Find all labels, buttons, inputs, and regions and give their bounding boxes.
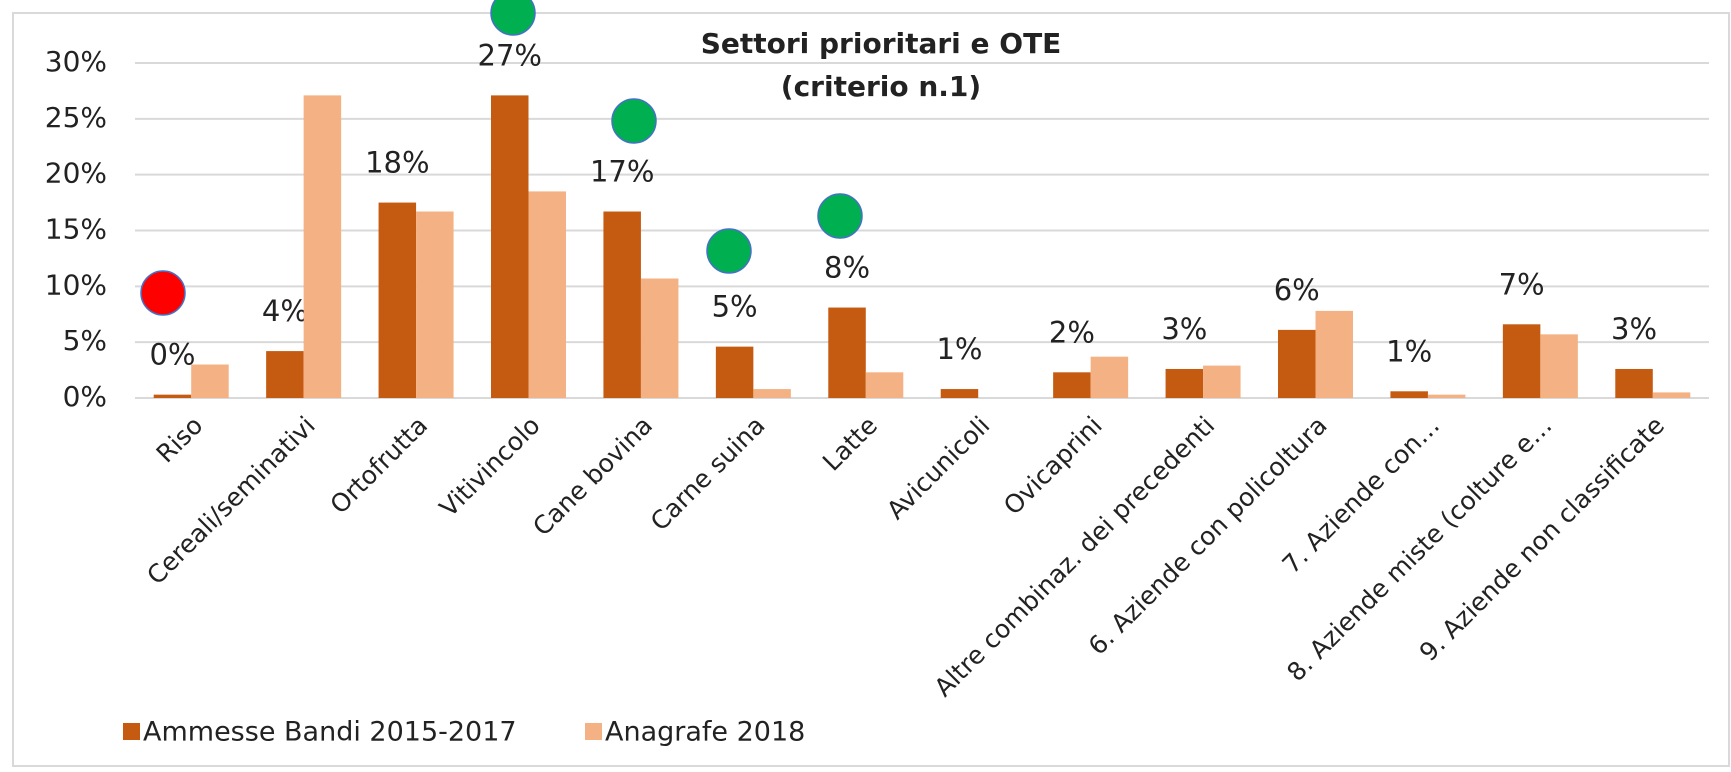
y-tick-label: 15% <box>45 213 107 246</box>
bar <box>303 95 342 398</box>
y-tick-label: 25% <box>45 101 107 134</box>
data-label: 1% <box>936 332 982 366</box>
bar <box>491 95 529 398</box>
x-tick-label: Riso <box>151 411 209 469</box>
bar <box>940 389 979 398</box>
bar <box>865 372 904 398</box>
bar <box>1090 356 1129 398</box>
data-label: 5% <box>712 290 758 324</box>
data-label: 27% <box>478 38 542 72</box>
red-dot <box>140 270 186 316</box>
bar <box>640 278 679 398</box>
x-tick-label: Vitivincolo <box>434 411 546 523</box>
bar <box>1165 368 1204 398</box>
annotation-dots <box>140 0 863 316</box>
bar <box>528 191 566 398</box>
bar <box>266 351 304 398</box>
bar <box>1278 329 1316 398</box>
x-tick-label: 9. Aziende non classificate <box>1414 411 1670 667</box>
y-tick-label: 10% <box>45 268 107 301</box>
bar <box>828 307 866 398</box>
data-label: 17% <box>590 155 654 189</box>
y-tick-label: 20% <box>45 157 107 190</box>
chart-subtitle: (criterio n.1) <box>781 70 981 103</box>
x-tick-label: Carne suina <box>645 411 771 537</box>
green-dot <box>490 0 536 36</box>
x-tick-label: Cane bovina <box>527 411 658 542</box>
bar <box>1427 394 1466 398</box>
y-tick-label: 30% <box>45 45 107 78</box>
y-tick-label: 0% <box>63 380 107 413</box>
bar <box>153 394 192 398</box>
bar <box>1615 368 1653 398</box>
bar <box>603 211 641 398</box>
green-dot <box>817 193 863 239</box>
legend-swatch <box>585 723 602 740</box>
legend-swatch <box>123 723 140 740</box>
chart-title: Settori prioritari e OTE <box>701 27 1062 60</box>
data-label: 8% <box>824 251 870 285</box>
bar <box>715 346 754 398</box>
data-label: 1% <box>1386 334 1432 368</box>
data-label: 0% <box>149 338 195 372</box>
data-label: 3% <box>1161 312 1207 346</box>
x-tick-label: 6. Aziende con policoltura <box>1083 411 1333 661</box>
green-dot <box>611 98 657 144</box>
data-label: 2% <box>1049 315 1095 349</box>
bar <box>1315 310 1353 398</box>
legend-label: Anagrafe 2018 <box>605 717 805 748</box>
data-label: 6% <box>1274 273 1320 307</box>
bar <box>378 202 417 398</box>
bar <box>753 389 791 398</box>
data-label: 3% <box>1611 312 1657 346</box>
data-label: 4% <box>262 294 308 328</box>
chart-frame <box>12 12 1730 767</box>
bar <box>1203 365 1241 398</box>
bar <box>1502 324 1541 398</box>
x-tick-label: Latte <box>817 411 883 477</box>
y-tick-label: 5% <box>63 324 107 357</box>
bar <box>1390 391 1428 398</box>
bar <box>416 211 454 398</box>
x-tick-label: Ortofrutta <box>324 411 433 520</box>
bar <box>1540 334 1578 398</box>
x-tick-label: Avicunicoli <box>881 411 995 525</box>
x-tick-label: Ovicaprini <box>998 411 1108 521</box>
bar <box>191 364 229 398</box>
green-dot <box>706 228 752 274</box>
data-label: 18% <box>365 146 429 180</box>
data-label: 7% <box>1499 267 1545 301</box>
legend-label: Ammesse Bandi 2015-2017 <box>143 717 517 748</box>
bar <box>1652 392 1691 398</box>
bar <box>1053 372 1091 398</box>
